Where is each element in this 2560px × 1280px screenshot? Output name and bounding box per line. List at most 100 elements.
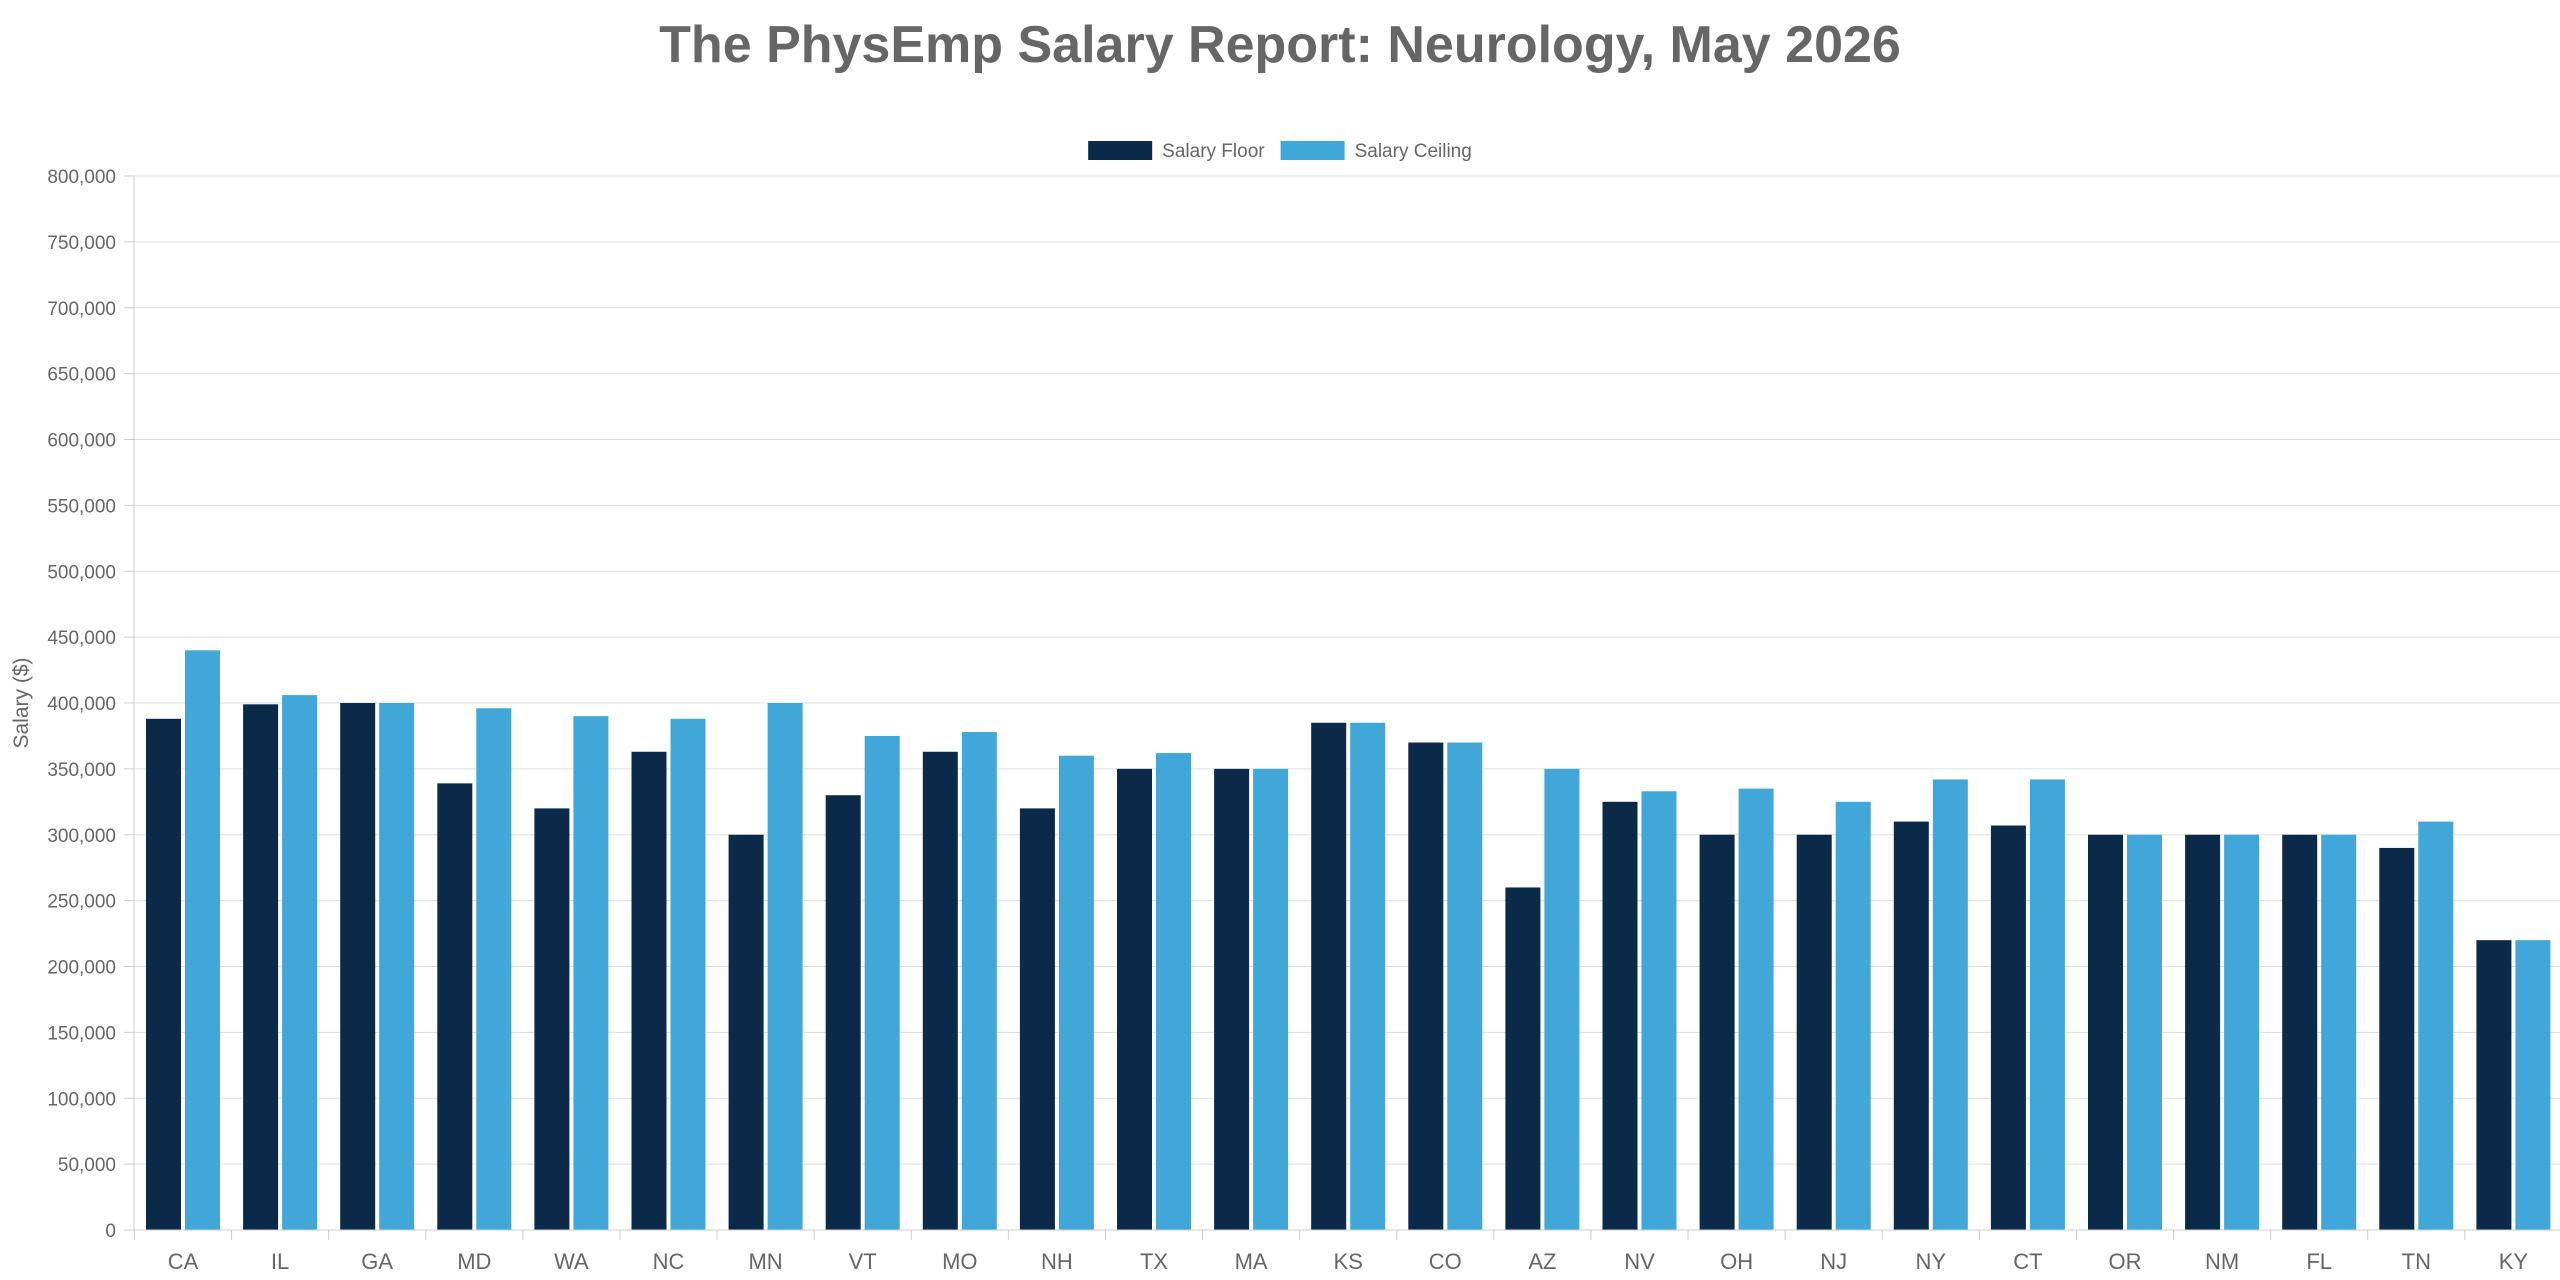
legend-swatch [1280, 141, 1345, 160]
x-tick-label: VT [849, 1249, 877, 1274]
bar-salary-ceiling-oh [1738, 788, 1774, 1230]
legend-item-salary-floor[interactable]: Salary Floor [1088, 141, 1265, 162]
y-tick-label: 250,000 [47, 892, 116, 913]
bar-salary-ceiling-ny [1932, 779, 1968, 1230]
bar-salary-floor-mo [922, 751, 958, 1230]
bar-salary-ceiling-ma [1253, 768, 1289, 1230]
y-tick-label: 500,000 [47, 562, 116, 583]
x-tick-label: OR [2109, 1249, 2142, 1274]
bar-salary-ceiling-nj [1835, 801, 1871, 1230]
y-tick-label: 100,000 [47, 1089, 116, 1110]
y-tick-label: 800,000 [47, 167, 116, 188]
x-tick-label: NM [2205, 1249, 2239, 1274]
bar-salary-floor-md [437, 783, 473, 1230]
bar-salary-ceiling-ca [185, 650, 220, 1230]
bar-salary-ceiling-az [1544, 768, 1580, 1230]
y-tick-label: 750,000 [47, 233, 116, 254]
bar-salary-ceiling-ks [1350, 722, 1386, 1230]
x-tick-label: TN [2402, 1249, 2431, 1274]
x-tick-label: CA [168, 1249, 199, 1274]
bar-salary-floor-or [2088, 834, 2123, 1230]
y-tick-label: 600,000 [47, 431, 116, 452]
x-tick-label: NH [1041, 1249, 1073, 1274]
bar-salary-ceiling-il [282, 695, 318, 1230]
bar-salary-floor-co [1408, 742, 1444, 1230]
bar-salary-floor-nv [1602, 801, 1638, 1230]
y-tick-label: 150,000 [47, 1023, 116, 1044]
y-tick-label: 650,000 [47, 365, 116, 386]
y-tick-label: 450,000 [47, 628, 116, 649]
bar-salary-ceiling-nc [670, 718, 706, 1230]
bar-salary-ceiling-nm [2224, 834, 2260, 1230]
bar-salary-ceiling-tn [2418, 821, 2454, 1230]
y-axis-title: Salary ($) [10, 657, 33, 748]
y-axis: 0 50,000 100,000 150,000 200,000 250,000 300,0… [47, 167, 135, 1242]
x-tick-label: CO [1429, 1249, 1462, 1274]
x-tick-label: CT [2013, 1249, 2042, 1274]
bar-salary-ceiling-co [1447, 742, 1483, 1230]
x-tick-label: WA [554, 1249, 589, 1274]
bar-salary-floor-mn [728, 834, 764, 1230]
bar-salary-ceiling-ky [2515, 940, 2551, 1230]
y-tick-label: 550,000 [47, 496, 116, 517]
y-tick-label: 200,000 [47, 958, 116, 979]
legend-label: Salary Floor [1162, 141, 1265, 162]
x-tick-label: KS [1334, 1249, 1363, 1274]
bar-salary-ceiling-wa [573, 716, 609, 1230]
bar-salary-floor-ky [2476, 940, 2512, 1230]
x-tick-label: NC [653, 1249, 685, 1274]
y-tick-label: 350,000 [47, 760, 116, 781]
bars [146, 650, 2551, 1230]
x-tick-label: NV [1624, 1249, 1655, 1274]
bar-salary-floor-ks [1311, 722, 1347, 1230]
bar-salary-floor-wa [534, 808, 570, 1230]
bar-salary-ceiling-ga [379, 703, 415, 1230]
bar-salary-ceiling-md [476, 708, 512, 1230]
bar-salary-floor-nh [1019, 808, 1055, 1230]
bar-salary-ceiling-nh [1058, 755, 1094, 1230]
bar-salary-floor-ny [1893, 821, 1929, 1230]
bar-salary-floor-ma [1214, 768, 1250, 1230]
bar-salary-floor-tx [1117, 768, 1152, 1230]
legend-swatch [1088, 141, 1153, 160]
bar-salary-floor-fl [2282, 834, 2318, 1230]
bar-salary-floor-oh [1699, 834, 1735, 1230]
x-tick-label: MA [1235, 1249, 1268, 1274]
x-tick-label: IL [271, 1249, 289, 1274]
bar-salary-ceiling-mo [961, 731, 997, 1230]
x-tick-label: TX [1140, 1249, 1168, 1274]
bar-salary-ceiling-or [2127, 834, 2162, 1230]
bar-salary-floor-az [1505, 887, 1541, 1230]
y-tick-label: 400,000 [47, 694, 116, 715]
bar-salary-floor-tn [2379, 847, 2415, 1230]
x-tick-label: NJ [1820, 1249, 1847, 1274]
bar-salary-floor-ct [1990, 825, 2026, 1230]
bar-salary-floor-vt [825, 795, 861, 1230]
x-tick-label: MO [942, 1249, 977, 1274]
x-axis: CA IL GA MD WA NC MN VT MO NH TX MA KS CO AZ NV OH NJ NY CT… [133, 1229, 2560, 1274]
x-tick-label: NY [1916, 1249, 1947, 1274]
bar-salary-floor-ca [146, 718, 181, 1230]
x-tick-label: KY [2499, 1249, 2529, 1274]
chart-title: The PhysEmp Salary Report: Neurology, Ma… [659, 16, 1901, 74]
bar-salary-ceiling-vt [864, 735, 900, 1230]
x-tick-label: MD [457, 1249, 491, 1274]
legend: Salary Floor Salary Ceiling [1088, 141, 1472, 162]
x-tick-label: OH [1720, 1249, 1753, 1274]
bar-salary-floor-nj [1796, 834, 1832, 1230]
y-tick-label: 50,000 [58, 1155, 116, 1176]
bar-salary-ceiling-tx [1156, 753, 1191, 1230]
legend-item-salary-ceiling[interactable]: Salary Ceiling [1280, 141, 1472, 162]
bar-salary-ceiling-nv [1641, 791, 1677, 1230]
x-tick-label: AZ [1528, 1249, 1556, 1274]
bar-salary-floor-nc [631, 751, 667, 1230]
legend-label: Salary Ceiling [1355, 141, 1472, 162]
bar-salary-floor-il [243, 704, 279, 1230]
y-tick-label: 0 [105, 1221, 116, 1242]
bar-salary-ceiling-mn [767, 703, 803, 1230]
y-tick-label: 300,000 [47, 826, 116, 847]
bar-salary-floor-nm [2185, 834, 2221, 1230]
bar-salary-floor-ga [340, 703, 376, 1230]
x-tick-label: MN [748, 1249, 782, 1274]
